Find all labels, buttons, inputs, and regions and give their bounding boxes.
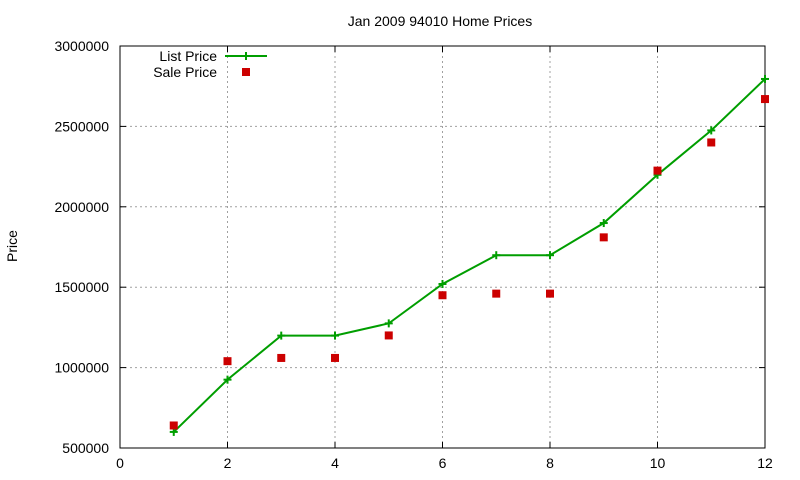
list-price-legend-marker [242, 52, 250, 60]
list-price-line [173, 78, 766, 433]
x-tick-label: 4 [331, 455, 339, 471]
sale-price-point [438, 291, 447, 300]
sale-price-point [331, 353, 339, 362]
y-tick-label: 2500000 [54, 118, 109, 134]
sale-price-point [169, 421, 178, 430]
list-price-point [761, 74, 769, 83]
list-price-point [546, 251, 554, 260]
sale-price-point [277, 353, 286, 362]
y-tick-label: 3000000 [54, 38, 109, 54]
list-price-point [599, 219, 608, 228]
sale-price-point [384, 331, 393, 340]
list-price-point [492, 251, 501, 260]
y-tick-label: 2000000 [54, 199, 109, 215]
sale-price-series [169, 95, 769, 430]
list-price-point [331, 331, 339, 340]
chart-title: Jan 2009 94010 Home Prices [348, 13, 532, 29]
sale-price-legend-label: Sale Price [153, 64, 217, 80]
series [169, 74, 769, 436]
list-price-legend-label: List Price [159, 48, 217, 64]
sale-price-point [546, 289, 554, 298]
sale-price-point [599, 233, 608, 242]
list-price-point [277, 331, 286, 340]
y-tick-label: 1000000 [54, 360, 109, 376]
x-tick-label: 12 [757, 455, 773, 471]
x-tick-label: 8 [546, 455, 554, 471]
list-price-point [223, 375, 232, 384]
sale-price-point [492, 289, 501, 298]
sale-price-point [761, 95, 769, 104]
x-tick-label: 2 [224, 455, 232, 471]
sale-price-point [223, 357, 232, 366]
sale-price-point [707, 138, 716, 147]
x-tick-label: 10 [650, 455, 666, 471]
list-price-series [169, 74, 769, 436]
y-tick-label: 1500000 [54, 279, 109, 295]
list-price-point [384, 319, 393, 328]
list-price-point [707, 126, 716, 135]
sale-price-point [653, 166, 662, 175]
grid [120, 46, 765, 448]
y-axis-label: Price [4, 230, 20, 262]
axis-ticks: 0 2 4 6 8 10 12 500000 1000000 1500000 2000000 2500… [54, 38, 773, 471]
list-price-point [438, 279, 447, 288]
x-tick-label: 0 [116, 455, 124, 471]
sale-price-legend-marker [242, 68, 250, 76]
x-tick-label: 6 [439, 455, 447, 471]
y-tick-label: 500000 [62, 440, 109, 456]
